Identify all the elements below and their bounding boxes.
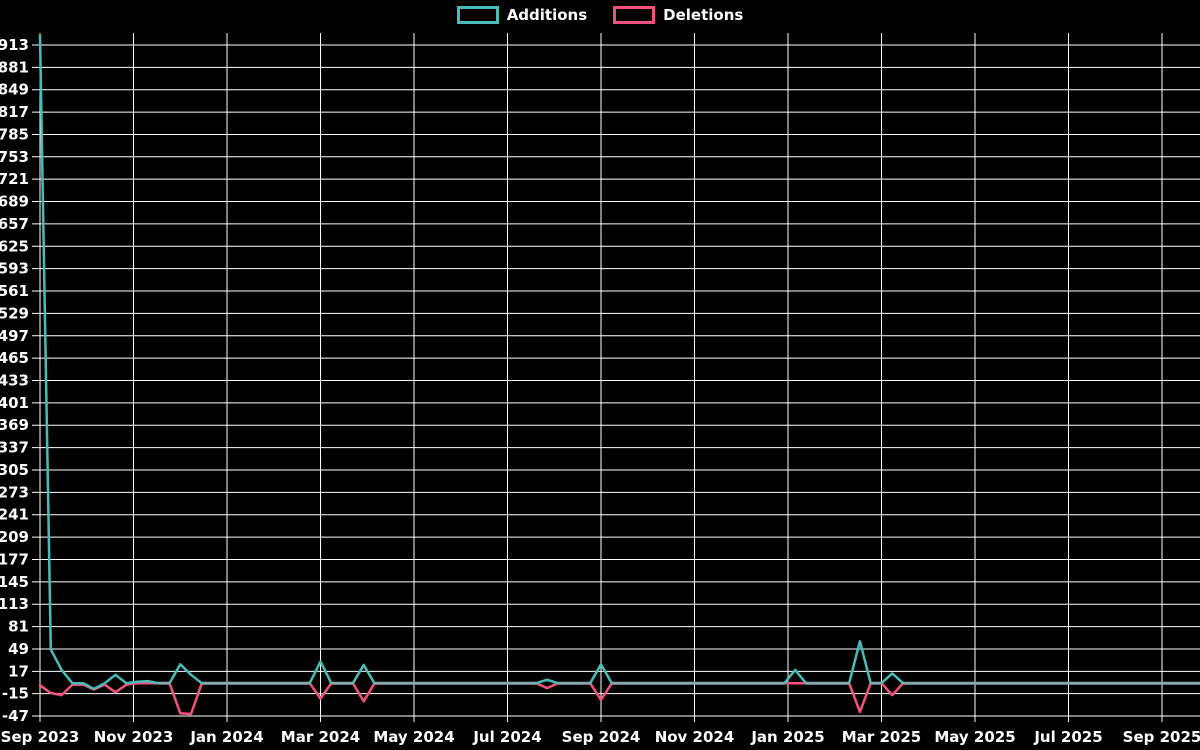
y-tick-label: 81	[8, 618, 29, 636]
x-tick-label: Jan 2024	[189, 728, 263, 746]
y-tick-label: 369	[0, 416, 29, 434]
y-tick-label: 785	[0, 125, 29, 143]
y-tick-label: 497	[0, 327, 29, 345]
x-tick-label: Mar 2025	[842, 728, 921, 746]
x-tick-label: May 2024	[373, 728, 454, 746]
additions-swatch-icon	[456, 6, 499, 24]
y-tick-label: 241	[0, 506, 29, 524]
series-line-deletions	[38, 681, 1200, 716]
x-tick-label: Sep 2025	[1123, 728, 1200, 746]
chart-legend: Additions Deletions	[0, 6, 1200, 24]
x-tick-label: Nov 2023	[94, 728, 174, 746]
y-tick-label: 593	[0, 260, 29, 278]
y-tick-label: -15	[2, 685, 29, 703]
deletions-swatch-icon	[613, 6, 656, 24]
y-tick-label: 625	[0, 237, 29, 255]
x-tick-label: Sep 2024	[562, 728, 641, 746]
y-tick-label: 913	[0, 36, 29, 54]
y-tick-label: 817	[0, 103, 29, 121]
legend-label-additions: Additions	[506, 5, 588, 24]
y-tick-label: 433	[0, 372, 29, 390]
y-tick-label: 721	[0, 170, 29, 188]
legend-item-deletions[interactable]: Deletions	[613, 6, 743, 24]
x-tick-label: Jul 2024	[472, 728, 541, 746]
y-tick-label: 177	[0, 550, 29, 568]
x-tick-label: Jul 2025	[1033, 728, 1102, 746]
x-tick-label: Sep 2023	[1, 728, 80, 746]
y-tick-label: 849	[0, 81, 29, 99]
y-tick-label: 273	[0, 483, 29, 501]
y-tick-label: 113	[0, 595, 29, 613]
y-tick-label: 17	[8, 662, 29, 680]
y-tick-label: 689	[0, 193, 29, 211]
x-tick-label: Nov 2024	[655, 728, 735, 746]
y-tick-label: 337	[0, 439, 29, 457]
x-tick-label: Jan 2025	[750, 728, 824, 746]
series-line-additions	[38, 34, 1200, 691]
y-tick-label: 401	[0, 394, 29, 412]
y-tick-label: -47	[2, 707, 29, 725]
legend-item-additions[interactable]: Additions	[456, 5, 588, 24]
y-tick-label: 49	[8, 640, 29, 658]
y-tick-label: 145	[0, 573, 29, 591]
x-tick-label: May 2025	[934, 728, 1015, 746]
y-tick-label: 561	[0, 282, 29, 300]
y-tick-label: 657	[0, 215, 29, 233]
y-tick-label: 305	[0, 461, 29, 479]
x-tick-label: Mar 2024	[281, 728, 360, 746]
y-tick-label: 753	[0, 148, 29, 166]
y-tick-label: 209	[0, 528, 29, 546]
y-tick-label: 465	[0, 349, 29, 367]
y-tick-label: 529	[0, 304, 29, 322]
legend-label-deletions: Deletions	[663, 5, 744, 24]
y-tick-label: 881	[0, 58, 29, 76]
